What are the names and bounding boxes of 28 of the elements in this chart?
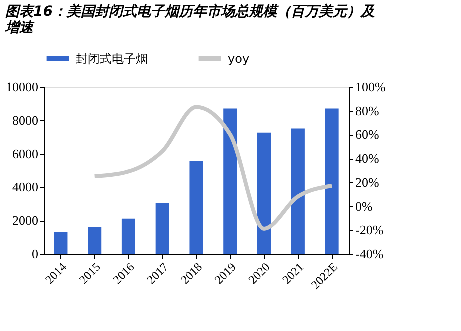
bar — [291, 128, 305, 254]
line-series — [92, 105, 334, 231]
y2-tick-label: 20% — [356, 174, 380, 190]
y-tick-label: 8000 — [12, 112, 38, 128]
legend-label: yoy — [228, 52, 250, 66]
y-tick-label: 0 — [32, 246, 38, 262]
text: 增速 — [6, 20, 34, 36]
y-tick-label: 2000 — [12, 213, 38, 228]
bar — [325, 108, 339, 254]
bar — [88, 227, 102, 254]
legend-label: 封闭式电子烟 — [76, 52, 148, 66]
bar — [224, 108, 238, 254]
y2-tick-label: -40% — [356, 246, 384, 262]
bar — [156, 203, 170, 254]
y-tick-label: 6000 — [12, 146, 38, 162]
y2-tick-label: 60% — [356, 127, 380, 142]
bar — [190, 161, 204, 254]
y2-tick-label: 40% — [356, 151, 380, 166]
y-tick-label: 4000 — [12, 180, 38, 195]
bar — [122, 218, 136, 254]
y2-tick-label: 100% — [356, 80, 386, 94]
y-tick-label: 10000 — [6, 80, 38, 94]
text: 图表16：美国封闭式电子烟历年市场总规模（百万美元）及 — [6, 4, 375, 20]
bar — [54, 232, 68, 254]
y2-tick-label: -20% — [356, 222, 384, 238]
y2-tick-label: 0% — [356, 198, 373, 214]
bar — [258, 132, 272, 254]
y2-tick-label: 80% — [356, 103, 380, 118]
